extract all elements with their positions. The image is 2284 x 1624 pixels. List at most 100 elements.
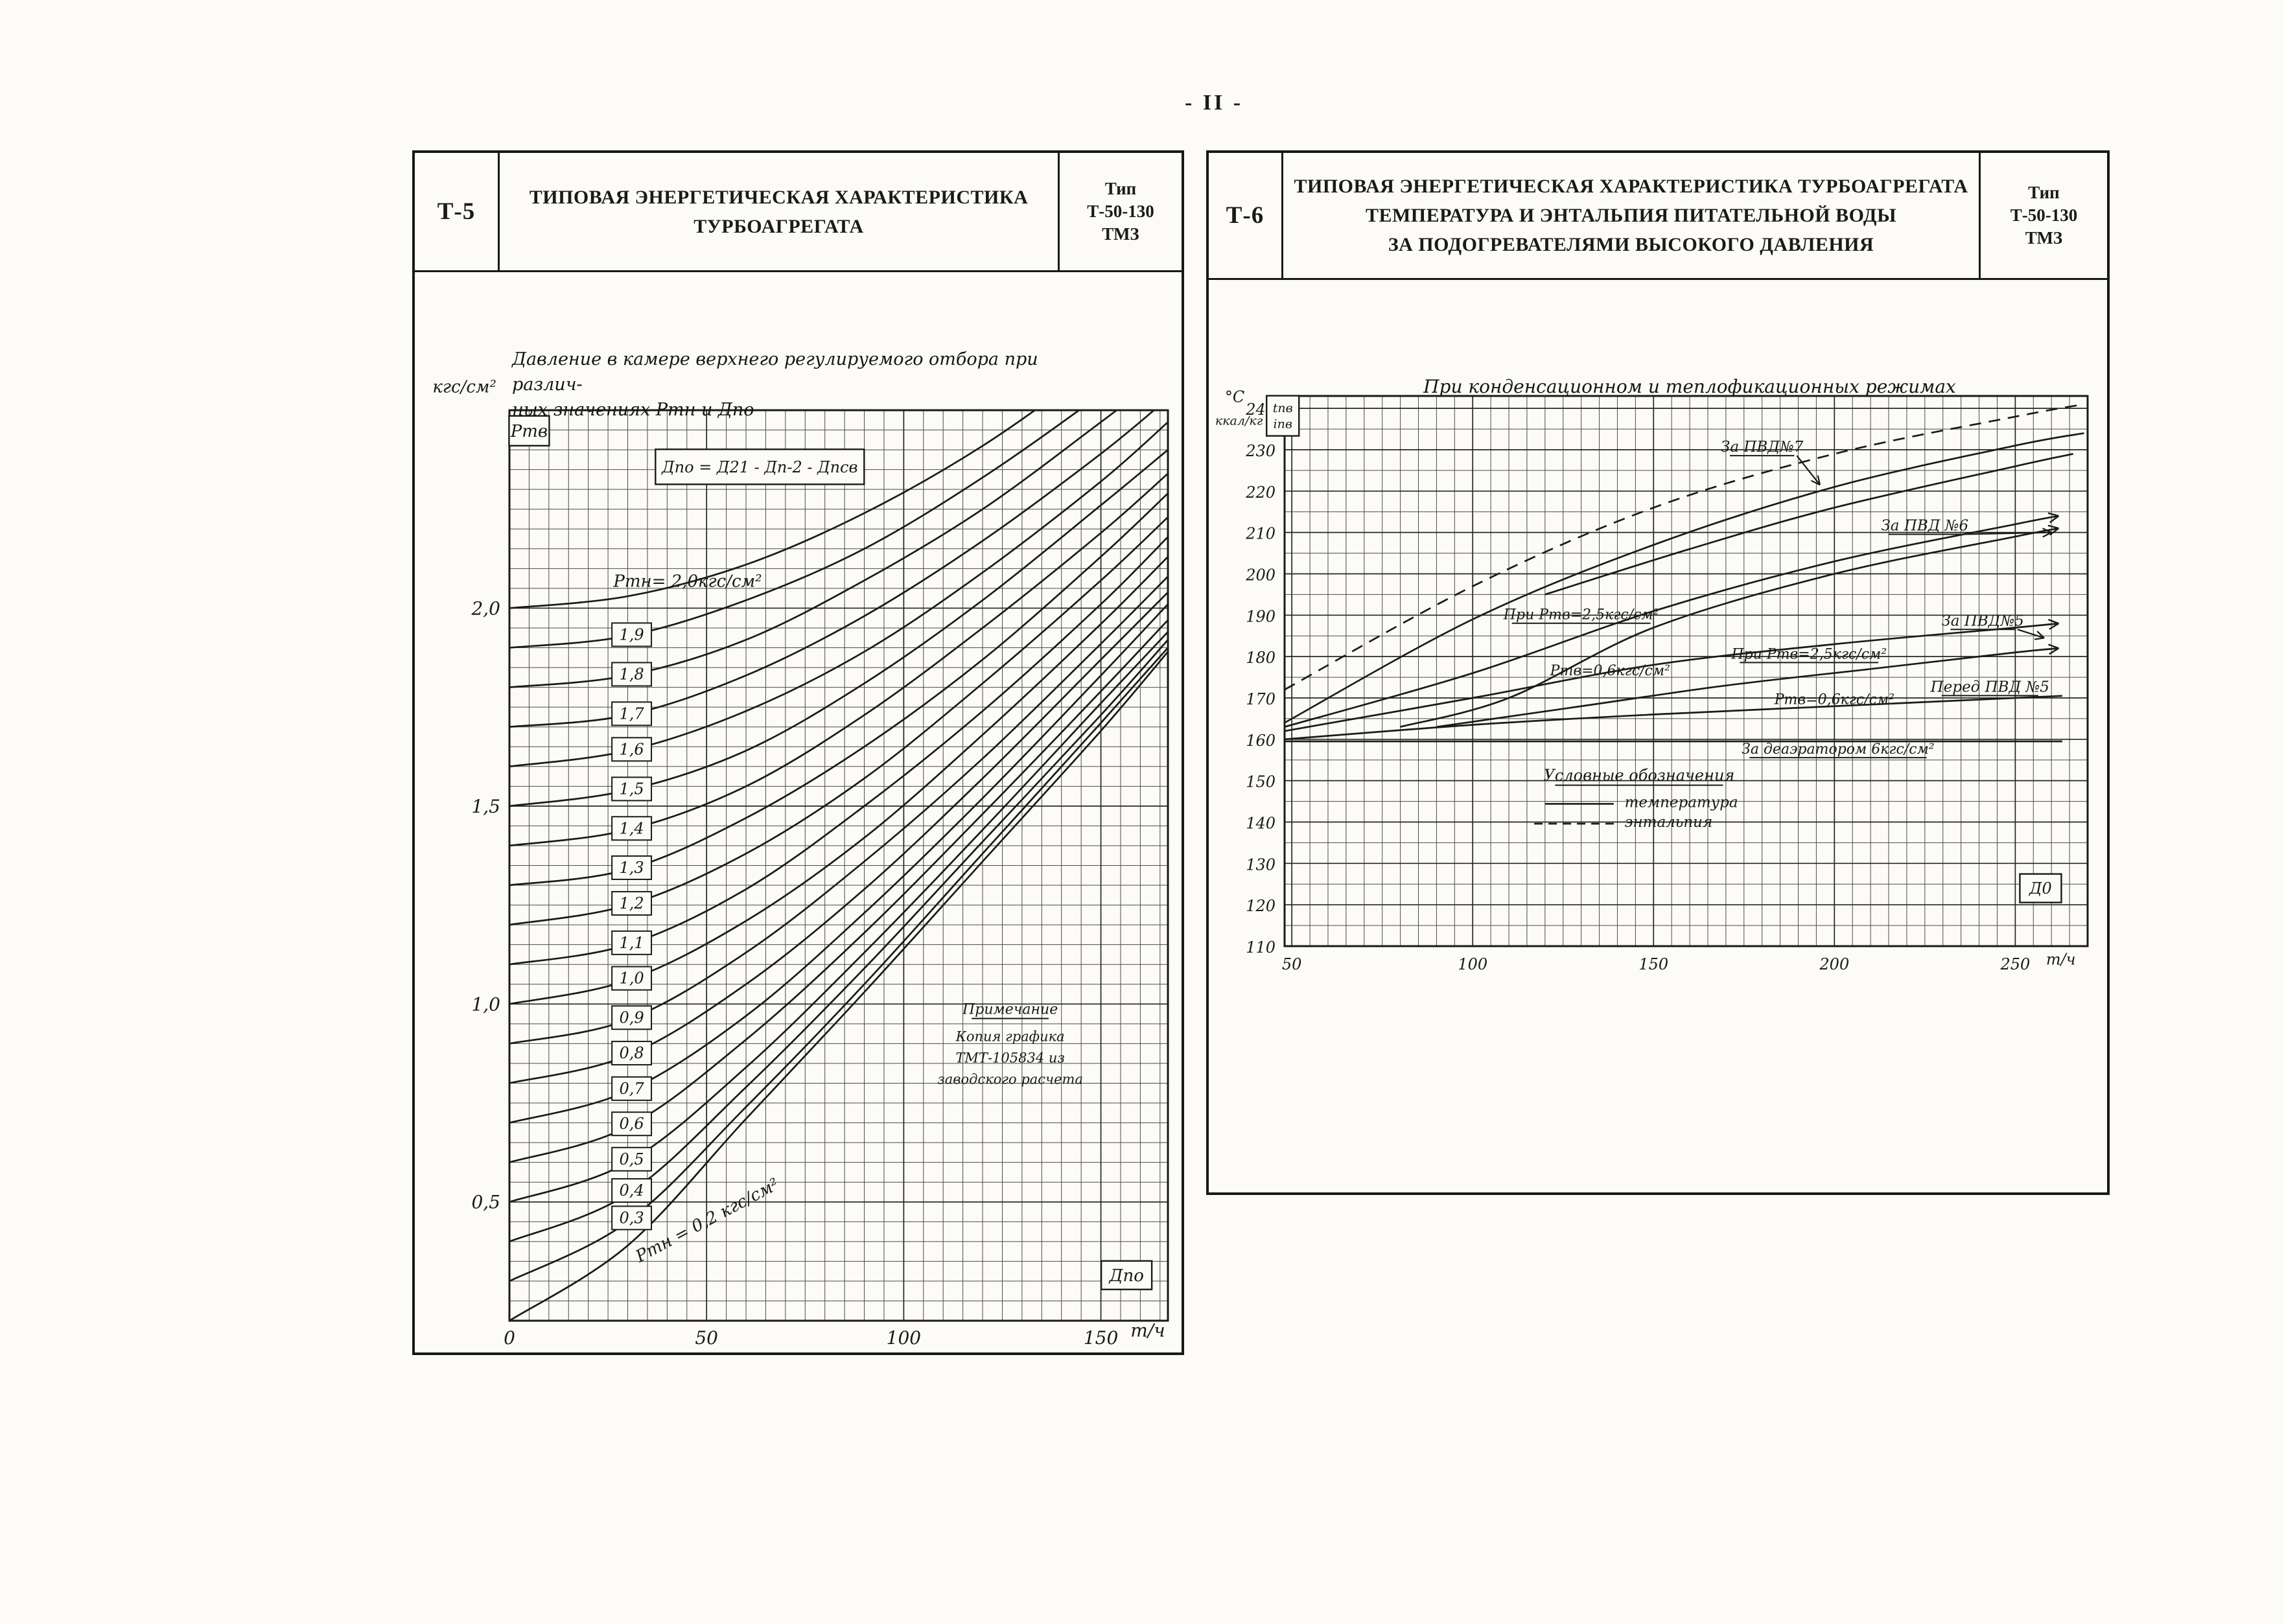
t6-type-line-1: Тип bbox=[2028, 182, 2060, 202]
plot-border bbox=[508, 409, 1169, 1322]
t5-type-line-1: Тип bbox=[1104, 178, 1137, 198]
svg-text:iпв: iпв bbox=[1274, 417, 1292, 432]
svg-text:0: 0 bbox=[504, 1327, 515, 1349]
svg-text:210: 210 bbox=[1245, 525, 1276, 543]
svg-text:Дпо = Д21 - Дп-2 - Дпсв: Дпо = Д21 - Дп-2 - Дпсв bbox=[661, 458, 857, 476]
svg-text:Ртв: Ртв bbox=[510, 422, 548, 441]
svg-text:0,7: 0,7 bbox=[620, 1080, 645, 1098]
svg-text:1,1: 1,1 bbox=[620, 934, 644, 952]
svg-text:230: 230 bbox=[1245, 442, 1276, 460]
svg-text:170: 170 bbox=[1246, 690, 1276, 708]
svg-text:0,3: 0,3 bbox=[620, 1209, 644, 1227]
grid bbox=[509, 410, 1168, 1321]
svg-text:1,8: 1,8 bbox=[620, 665, 644, 683]
svg-text:Копия графика: Копия графика bbox=[955, 1029, 1065, 1045]
t5-caption-line-1: Давление в камере верхнего регулируемого… bbox=[512, 349, 1038, 395]
t6-title-line-1: ТИПОВАЯ ЭНЕРГЕТИЧЕСКАЯ ХАРАКТЕРИСТИКА ТУ… bbox=[1294, 176, 1968, 197]
svg-text:200: 200 bbox=[1819, 955, 1849, 973]
svg-text:110: 110 bbox=[1246, 938, 1276, 957]
svg-text:0,5: 0,5 bbox=[471, 1192, 500, 1213]
svg-text:заводского расчета: заводского расчета bbox=[937, 1072, 1083, 1087]
svg-text:220: 220 bbox=[1245, 483, 1276, 502]
svg-text:1,0: 1,0 bbox=[471, 993, 500, 1015]
t6-type-line-2: Т-50-130 bbox=[2010, 205, 2078, 225]
svg-text:Примечание: Примечание bbox=[962, 1002, 1058, 1018]
t5-code-cell: Т-5 bbox=[437, 198, 476, 225]
t6-chart-caption: При конденсационном и теплофикационных р… bbox=[1423, 376, 1956, 397]
t6-title-line-3: ЗА ПОДОГРЕВАТЕЛЯМИ ВЫСОКОГО ДАВЛЕНИЯ bbox=[1388, 234, 1874, 255]
svg-text:0,9: 0,9 bbox=[620, 1008, 644, 1027]
svg-text:°C: °C bbox=[1225, 388, 1244, 406]
svg-text:ккал/кг: ккал/кг bbox=[1215, 414, 1263, 428]
t5-title-cell: ТИПОВАЯ ЭНЕРГЕТИЧЕСКАЯ ХАРАКТЕРИСТИКА ТУ… bbox=[498, 153, 1058, 270]
svg-text:120: 120 bbox=[1246, 897, 1276, 915]
t6-type-cell: Тип Т-50-130 ТМЗ bbox=[1979, 153, 2107, 278]
svg-text:1,9: 1,9 bbox=[620, 625, 644, 644]
svg-text:150: 150 bbox=[1084, 1327, 1118, 1349]
t6-type-line-3: ТМЗ bbox=[2025, 228, 2063, 248]
t5-type-line-3: ТМЗ bbox=[1102, 224, 1139, 244]
svg-text:150: 150 bbox=[1246, 773, 1276, 791]
svg-text:За ПВД№7: За ПВД№7 bbox=[1721, 439, 1804, 456]
t5-chart-caption: Давление в камере верхнего регулируемого… bbox=[512, 347, 1108, 423]
svg-text:кгс/см²: кгс/см² bbox=[432, 378, 496, 397]
svg-text:Условные обозначения: Условные обозначения bbox=[1544, 767, 1735, 785]
plot-border bbox=[1283, 395, 2089, 947]
t5-title-line-2: ТУРБОАГРЕГАТА bbox=[693, 215, 864, 237]
svg-text:При Ртв=2,5кгс/см²: При Ртв=2,5кгс/см² bbox=[1730, 646, 1887, 662]
t5-chart-canvas: 0 50 100 150 2,0 1,5 1,0 0,5 Ртн= 2,0кгс/см² 1,9 1… bbox=[432, 378, 1169, 1349]
svg-text:100: 100 bbox=[887, 1327, 921, 1349]
svg-text:0,5: 0,5 bbox=[620, 1150, 644, 1168]
svg-text:ТМТ-105834 из: ТМТ-105834 из bbox=[955, 1050, 1064, 1066]
grid-major bbox=[1285, 396, 2088, 947]
svg-text:1,5: 1,5 bbox=[620, 780, 644, 798]
svg-text:Ртн= 2,0кгс/см²: Ртн= 2,0кгс/см² bbox=[612, 572, 762, 591]
panel-t6: Т-6 ТИПОВАЯ ЭНЕРГЕТИЧЕСКАЯ ХАРАКТЕРИСТИК… bbox=[1206, 150, 2110, 1195]
t6-header: Т-6 ТИПОВАЯ ЭНЕРГЕТИЧЕСКАЯ ХАРАКТЕРИСТИК… bbox=[1209, 153, 2107, 280]
svg-text:50: 50 bbox=[695, 1327, 718, 1349]
svg-text:190: 190 bbox=[1246, 607, 1276, 625]
svg-text:Ртв=0,6кгс/см²: Ртв=0,6кгс/см² bbox=[1774, 692, 1894, 708]
svg-text:100: 100 bbox=[1458, 955, 1487, 973]
svg-text:0,8: 0,8 bbox=[620, 1044, 644, 1062]
t5-title-line-1: ТИПОВАЯ ЭНЕРГЕТИЧЕСКАЯ ХАРАКТЕРИСТИКА bbox=[529, 186, 1029, 208]
svg-text:1,0: 1,0 bbox=[620, 969, 644, 988]
svg-text:т/ч: т/ч bbox=[1130, 1319, 1165, 1341]
curves bbox=[1285, 403, 2084, 743]
svg-text:2,0: 2,0 bbox=[471, 597, 500, 619]
svg-text:180: 180 bbox=[1246, 649, 1276, 667]
t6-code-cell: Т-6 bbox=[1226, 202, 1264, 229]
t5-type-cell: Тип Т-50-130 ТМЗ bbox=[1058, 153, 1182, 270]
svg-text:250: 250 bbox=[1999, 955, 2030, 973]
tick-labels: 0 50 100 150 2,0 1,5 1,0 0,5 bbox=[471, 597, 1118, 1349]
svg-text:Перед ПВД №5: Перед ПВД №5 bbox=[1930, 679, 2049, 695]
svg-text:1,2: 1,2 bbox=[620, 894, 644, 912]
svg-text:50: 50 bbox=[1282, 955, 1302, 973]
svg-text:При Ртв=2,5кгс/см²: При Ртв=2,5кгс/см² bbox=[1503, 607, 1659, 623]
t6-title-line-2: ТЕМПЕРАТУРА И ЭНТАЛЬПИЯ ПИТАТЕЛЬНОЙ ВОДЫ bbox=[1365, 205, 1897, 226]
panel-t5: Т-5 ТИПОВАЯ ЭНЕРГЕТИЧЕСКАЯ ХАРАКТЕРИСТИК… bbox=[412, 150, 1184, 1355]
svg-text:160: 160 bbox=[1246, 732, 1276, 750]
t5-caption-line-2: ных значениях Ртн и Дпо bbox=[512, 400, 754, 421]
svg-text:tпв: tпв bbox=[1273, 401, 1293, 415]
page-number: - II - bbox=[1185, 91, 1244, 115]
svg-text:1,7: 1,7 bbox=[620, 704, 645, 723]
svg-text:Дпо: Дпо bbox=[1108, 1266, 1144, 1286]
svg-text:150: 150 bbox=[1638, 955, 1668, 973]
t6-title-cell: ТИПОВАЯ ЭНЕРГЕТИЧЕСКАЯ ХАРАКТЕРИСТИКА ТУ… bbox=[1281, 153, 1979, 278]
svg-text:0,4: 0,4 bbox=[620, 1181, 644, 1200]
svg-text:Ртв=0,6кгс/см²: Ртв=0,6кгс/см² bbox=[1550, 663, 1670, 679]
t5-header: Т-5 ТИПОВАЯ ЭНЕРГЕТИЧЕСКАЯ ХАРАКТЕРИСТИК… bbox=[415, 153, 1182, 272]
t5-type-line-2: Т-50-130 bbox=[1087, 201, 1154, 221]
svg-text:0,6: 0,6 bbox=[620, 1115, 644, 1133]
svg-text:1,4: 1,4 bbox=[620, 819, 644, 837]
svg-text:1,5: 1,5 bbox=[471, 796, 500, 817]
svg-text:1,6: 1,6 bbox=[620, 740, 644, 758]
svg-text:энтальпия: энтальпия bbox=[1625, 814, 1713, 831]
svg-text:За деаэратором 6кгс/см²: За деаэратором 6кгс/см² bbox=[1742, 741, 1934, 758]
t6-chart-canvas: 50 100 150 200 25024023022021020019018017016… bbox=[1215, 388, 2089, 973]
svg-text:За ПВД №6: За ПВД №6 bbox=[1881, 517, 1968, 534]
tick-labels: 50 100 150 200 25024023022021020019018017016… bbox=[1245, 400, 2030, 973]
svg-text:140: 140 bbox=[1246, 814, 1276, 832]
